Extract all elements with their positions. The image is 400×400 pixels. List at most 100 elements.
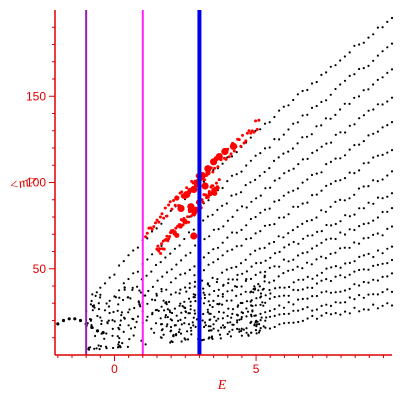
data-point [90, 324, 93, 327]
data-point [178, 304, 181, 307]
data-point [190, 329, 193, 332]
y-axis-label: <m> [8, 173, 40, 195]
data-point [216, 208, 219, 211]
data-point [249, 277, 253, 280]
highlight-point [174, 232, 180, 238]
data-point [320, 73, 323, 76]
data-point [162, 333, 165, 336]
data-point [381, 153, 384, 156]
data-point [362, 185, 365, 188]
data-point [386, 151, 389, 154]
data-point [217, 329, 220, 332]
data-point [287, 150, 290, 153]
data-point [208, 304, 211, 307]
data-point [324, 117, 327, 120]
data-point [376, 249, 380, 252]
data-point [245, 164, 248, 167]
data-point [209, 318, 212, 321]
data-point [94, 334, 97, 338]
data-point [127, 277, 130, 281]
data-point [297, 298, 300, 301]
data-point [194, 293, 197, 296]
data-point [154, 322, 158, 325]
data-point [164, 256, 167, 259]
data-point [311, 151, 314, 154]
data-point [240, 170, 243, 173]
data-point [222, 284, 225, 287]
data-point [376, 54, 379, 57]
data-point [297, 289, 300, 292]
data-point [343, 55, 346, 58]
data-point [254, 178, 257, 181]
data-point [244, 279, 247, 282]
data-point [277, 275, 280, 278]
data-point [187, 312, 190, 315]
data-point [245, 327, 248, 330]
data-point [89, 346, 92, 349]
data-point [310, 133, 313, 136]
data-point [119, 324, 122, 327]
data-point [183, 322, 186, 325]
data-point [353, 172, 356, 175]
data-point [127, 296, 130, 299]
data-point [250, 200, 253, 203]
data-point [367, 36, 370, 39]
data-point [221, 204, 224, 207]
data-point [99, 286, 102, 289]
data-point [283, 286, 286, 289]
data-point [230, 266, 233, 269]
data-point [296, 205, 300, 208]
data-point [287, 294, 290, 297]
data-point [301, 222, 304, 225]
data-point [386, 100, 389, 103]
data-point [175, 263, 178, 266]
data-point [108, 299, 111, 302]
data-point [330, 224, 333, 227]
data-point [183, 300, 186, 303]
data-point [192, 324, 195, 327]
data-point [367, 109, 370, 112]
y-tick-label: 100 [26, 176, 46, 190]
data-point [301, 202, 304, 205]
data-point [129, 327, 133, 330]
data-point [310, 82, 314, 85]
data-point [386, 174, 389, 177]
data-point [227, 278, 230, 281]
data-point [255, 262, 258, 265]
data-point [265, 316, 268, 319]
data-point [320, 279, 323, 282]
data-point [324, 257, 327, 260]
data-point [257, 289, 260, 292]
data-point [246, 310, 250, 313]
data-point [268, 242, 271, 245]
data-point [258, 174, 261, 177]
data-point [245, 315, 248, 318]
data-point [273, 138, 276, 141]
data-point [287, 301, 290, 304]
data-point [216, 258, 220, 261]
data-point [136, 270, 139, 273]
data-point [306, 286, 309, 289]
data-point [301, 288, 304, 291]
data-point [277, 156, 280, 159]
data-point [343, 276, 347, 279]
data-point [119, 319, 122, 322]
data-point [225, 299, 228, 302]
data-point [263, 280, 266, 283]
data-point [145, 274, 148, 277]
data-point [232, 323, 235, 326]
data-point [250, 315, 253, 318]
data-point [245, 270, 248, 273]
data-point [302, 278, 305, 281]
data-point [213, 289, 216, 293]
data-point [207, 300, 210, 303]
data-point [231, 215, 234, 218]
data-point [136, 246, 139, 249]
data-point [390, 304, 394, 307]
data-point [376, 263, 379, 266]
data-point [291, 268, 294, 271]
data-point [132, 272, 135, 275]
data-point [273, 265, 276, 268]
data-point [240, 318, 243, 321]
data-point [221, 295, 224, 298]
